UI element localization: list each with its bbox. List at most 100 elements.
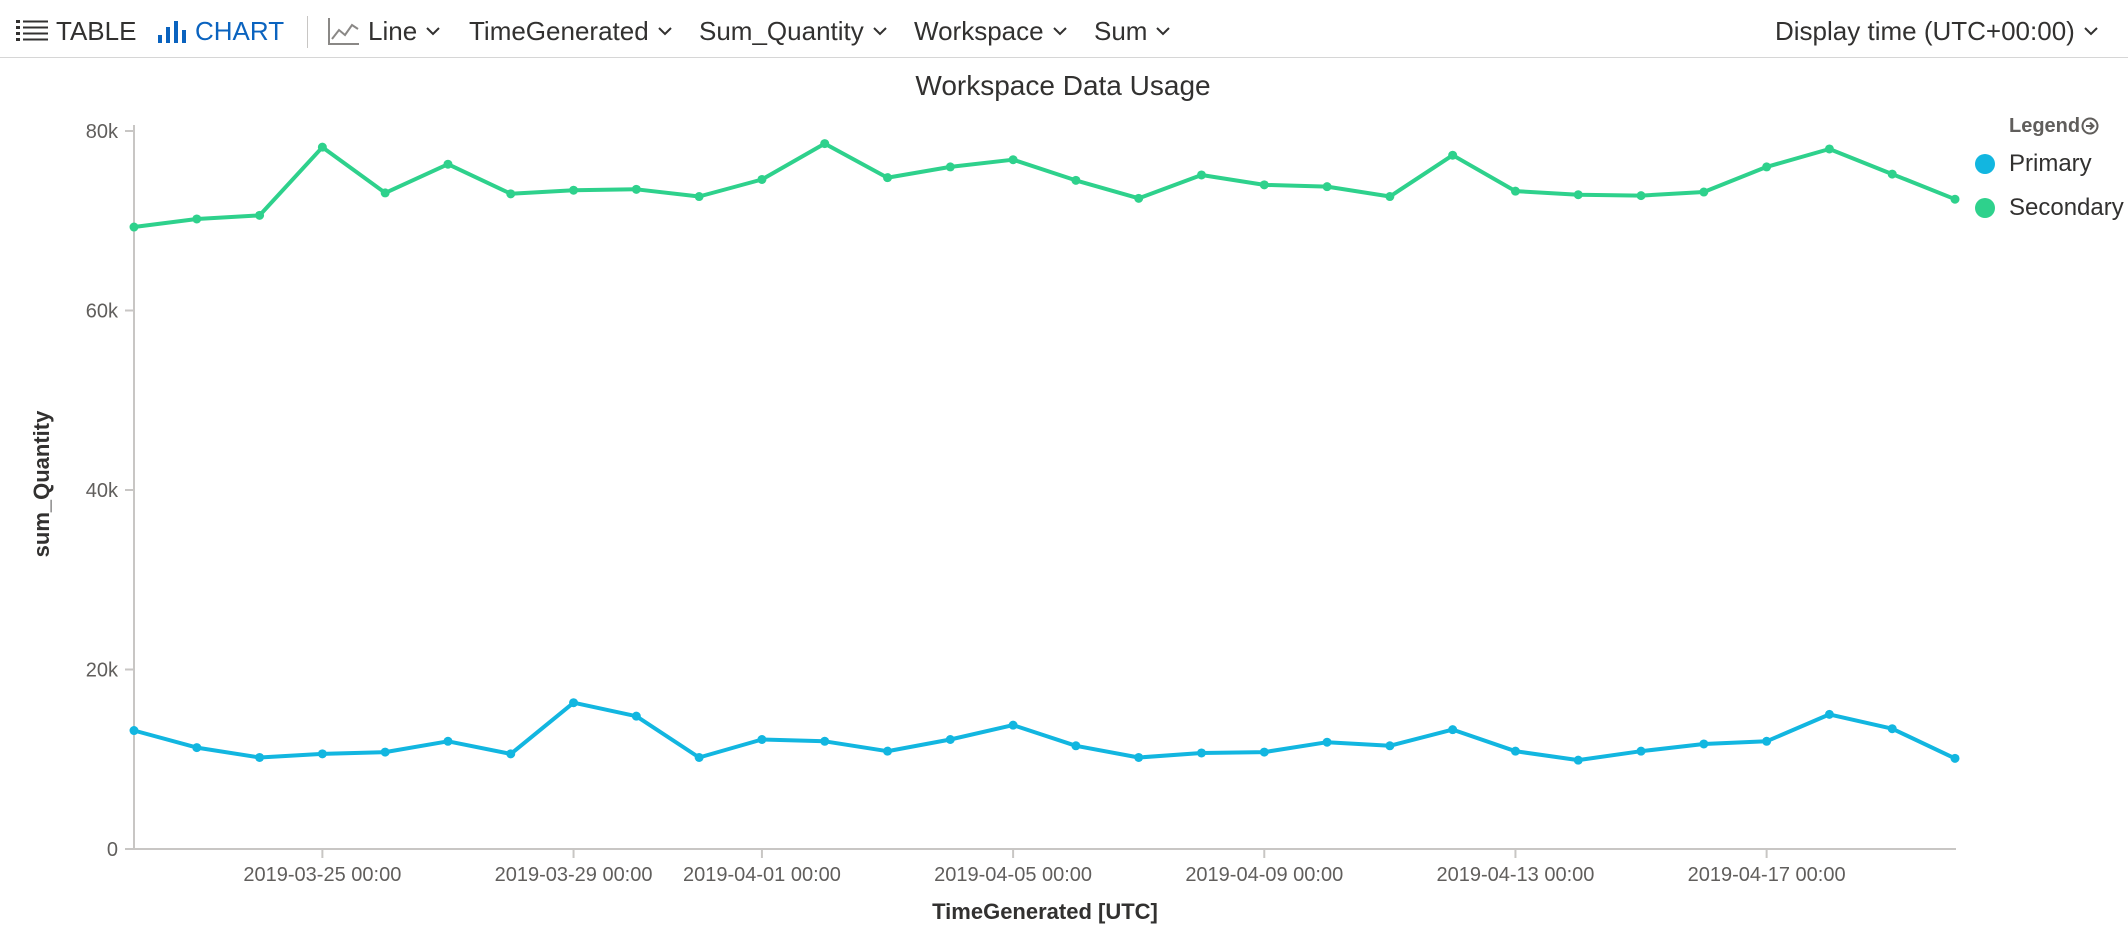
y-tick-label: 0 [107,839,118,861]
chart-legend: Legend Primary Secondary [1975,110,2125,230]
data-point-secondary [129,222,139,232]
data-point-primary [317,749,327,759]
toolbar: TABLE CHART Line T [0,0,2128,58]
data-point-secondary [1510,186,1520,196]
y-tick-label: 80k [86,121,119,143]
table-tab-label: TABLE [56,15,137,46]
data-point-primary [192,743,202,753]
legend-item-primary[interactable]: Primary [1975,142,2125,186]
data-point-primary [757,735,767,745]
data-point-primary [1196,748,1206,758]
x-tick-label: 2019-04-13 00:00 [1436,864,1594,886]
legend-marker [1975,198,1995,218]
data-point-primary [1134,752,1144,762]
data-point-primary [820,736,830,746]
data-point-secondary [1008,155,1018,165]
chart-axes: 0 20k 40k 60k 80k 2019-03-25 00:00 2019-03-29 … [86,121,1956,886]
data-point-primary [883,746,893,756]
data-point-secondary [1385,192,1395,202]
chevron-down-icon [657,26,673,36]
data-point-secondary [1448,150,1458,160]
data-point-primary [569,698,579,708]
data-point-secondary [631,184,641,194]
series-line-primary [133,700,1956,763]
data-point-secondary [1636,191,1646,201]
arrow-right-circle-icon [2081,117,2099,135]
chevron-down-icon [872,26,888,36]
x-tick-label: 2019-04-05 00:00 [934,864,1092,886]
legend-marker [1975,154,1995,174]
chart-type-dropdown[interactable]: Line [328,14,441,48]
y-tick-label: 20k [86,660,119,682]
y-tick-label: 60k [86,301,119,323]
chart-tab-label: CHART [195,15,285,46]
x-tick-label: 2019-03-25 00:00 [243,864,401,886]
data-point-secondary [1134,193,1144,203]
data-point-primary [694,752,704,762]
chevron-down-icon [1155,26,1171,36]
data-point-primary [129,726,139,736]
split-by-dropdown[interactable]: Workspace [914,14,1068,48]
data-point-primary [1887,724,1897,734]
data-point-primary [945,735,955,745]
data-point-primary [1573,755,1583,765]
data-point-primary [1259,747,1269,757]
data-point-secondary [506,189,516,199]
data-point-primary [1322,737,1332,747]
data-point-primary [1071,741,1081,751]
bar-chart-icon [157,18,187,44]
data-point-primary [1448,725,1458,735]
chart-title: Workspace Data Usage [915,70,1210,101]
data-point-primary [380,747,390,757]
legend-header[interactable]: Legend [2009,110,2125,142]
data-point-secondary [694,192,704,202]
x-column-dropdown[interactable]: TimeGenerated [469,14,673,48]
legend-label: Secondary [2009,194,2124,221]
data-point-secondary [1071,175,1081,185]
data-point-secondary [1196,170,1206,180]
data-point-secondary [317,142,327,152]
x-tick-label: 2019-04-09 00:00 [1185,864,1343,886]
chart-series [129,139,1960,765]
y-tick-label: 40k [86,480,119,502]
data-point-secondary [1259,180,1269,190]
data-point-secondary [1950,194,1960,204]
data-point-secondary [380,188,390,198]
data-point-secondary [820,139,830,149]
data-point-primary [443,736,453,746]
chart-tab[interactable]: CHART [157,14,284,48]
y-column-dropdown[interactable]: Sum_Quantity [699,14,888,48]
data-point-secondary [255,210,265,220]
y-axis-title: sum_Quantity [29,410,54,557]
data-point-secondary [1322,182,1332,192]
chevron-down-icon [425,26,441,36]
data-point-secondary [945,162,955,172]
data-point-secondary [1762,162,1772,172]
legend-item-secondary[interactable]: Secondary [1975,186,2125,230]
data-point-primary [1008,720,1018,730]
data-point-secondary [569,185,579,195]
data-point-secondary [1824,144,1834,154]
data-point-primary [631,711,641,721]
data-point-primary [255,752,265,762]
aggregation-dropdown[interactable]: Sum [1094,14,1171,48]
toolbar-divider [307,16,308,48]
x-tick-label: 2019-03-29 00:00 [495,864,653,886]
data-point-secondary [883,173,893,183]
data-point-secondary [1573,190,1583,200]
data-point-secondary [1887,169,1897,179]
y-column-label: Sum_Quantity [699,15,864,46]
data-point-primary [1762,736,1772,746]
table-tab[interactable]: TABLE [16,14,136,48]
data-point-secondary [192,214,202,224]
x-column-label: TimeGenerated [469,15,649,46]
aggregation-label: Sum [1094,15,1148,46]
line-chart: Workspace Data Usage 0 20k 40k 60k 80k 2019-0… [29,70,1960,924]
data-point-primary [1824,709,1834,719]
data-point-primary [1636,746,1646,756]
display-time-dropdown[interactable]: Display time (UTC+00:00) [1775,14,2099,48]
chevron-down-icon [2083,26,2099,36]
data-point-primary [1385,741,1395,751]
data-point-secondary [757,174,767,184]
legend-title: Legend [2009,114,2081,137]
